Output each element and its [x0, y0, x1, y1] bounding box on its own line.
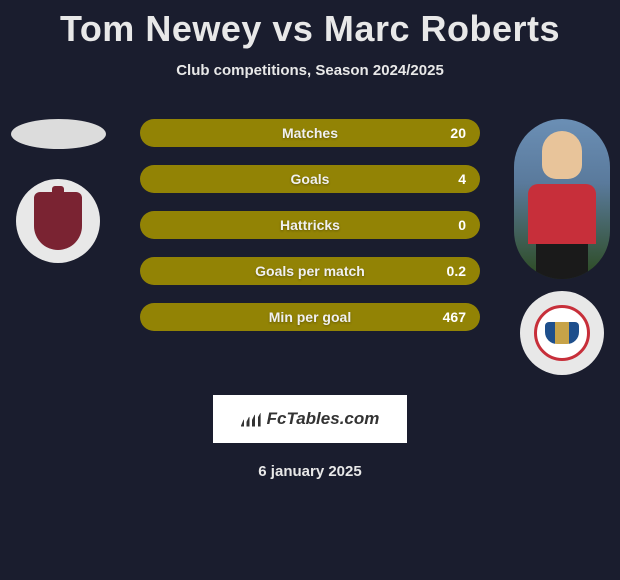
comparison-content: Matches 20 Goals 4 Hattricks 0 Goals per… — [0, 119, 620, 331]
stat-label: Min per goal — [194, 309, 426, 325]
stat-right-value: 4 — [426, 171, 466, 187]
player-right-club-badge — [520, 291, 604, 375]
site-label: FcTables.com — [267, 409, 380, 428]
player-left-column — [8, 119, 108, 263]
stat-bar-matches: Matches 20 — [140, 119, 480, 147]
stat-right-value: 0 — [426, 217, 466, 233]
stat-right-value: 467 — [426, 309, 466, 325]
site-attribution: FcTables.com — [213, 395, 408, 443]
club-crest-icon — [534, 305, 590, 361]
page-subtitle: Club competitions, Season 2024/2025 — [0, 62, 620, 79]
stat-bar-min-per-goal: Min per goal 467 — [140, 303, 480, 331]
player-left-avatar-placeholder — [11, 119, 106, 149]
player-left-club-badge — [16, 179, 100, 263]
stat-label: Goals per match — [194, 263, 426, 279]
shield-icon — [34, 192, 82, 250]
player-right-photo — [514, 119, 610, 279]
stat-right-value: 0.2 — [426, 263, 466, 279]
chart-icon — [241, 413, 261, 427]
stat-label: Hattricks — [194, 217, 426, 233]
footer: FcTables.com 6 january 2025 — [0, 395, 620, 480]
stat-label: Matches — [194, 125, 426, 141]
stat-bar-hattricks: Hattricks 0 — [140, 211, 480, 239]
stat-bars: Matches 20 Goals 4 Hattricks 0 Goals per… — [140, 119, 480, 331]
stat-right-value: 20 — [426, 125, 466, 141]
date-label: 6 january 2025 — [0, 463, 620, 480]
page-title: Tom Newey vs Marc Roberts — [0, 8, 620, 50]
stat-label: Goals — [194, 171, 426, 187]
player-right-column — [512, 119, 612, 375]
stat-bar-goals-per-match: Goals per match 0.2 — [140, 257, 480, 285]
stat-bar-goals: Goals 4 — [140, 165, 480, 193]
header: Tom Newey vs Marc Roberts Club competiti… — [0, 0, 620, 79]
